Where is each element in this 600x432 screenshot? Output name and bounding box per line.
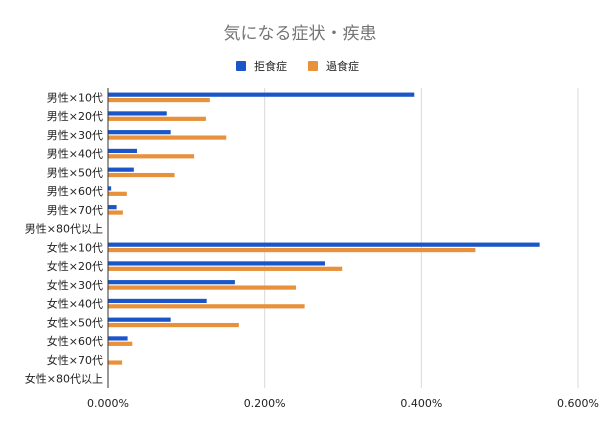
bar-series-2 — [108, 210, 123, 215]
chart-title: 気になる症状・疾患 — [224, 24, 377, 44]
x-tick-label: 0.200% — [244, 397, 286, 410]
category-label: 女性×80代以上 — [25, 372, 103, 386]
bar-series-2 — [108, 116, 206, 121]
x-tick-label: 0.400% — [400, 397, 442, 410]
bar-series-2 — [108, 172, 175, 178]
bar-series-1 — [108, 336, 128, 341]
category-label: 男性×20代 — [47, 109, 103, 123]
legend: 拒食症 過食症 — [236, 59, 359, 73]
legend-label-series-1: 拒食症 — [254, 59, 287, 73]
category-label: 男性×10代 — [47, 90, 103, 104]
bar-series-1 — [108, 205, 117, 210]
bar-series-2 — [108, 247, 476, 253]
x-tick-labels: 0.000% 0.200% 0.400% 0.600% — [87, 397, 599, 410]
category-labels: 男性×10代男性×20代男性×30代男性×40代男性×50代男性×60代男性×7… — [25, 90, 103, 385]
category-label: 女性×50代 — [47, 315, 103, 329]
category-label: 男性×60代 — [47, 184, 103, 198]
legend-label-series-2: 過食症 — [326, 59, 359, 73]
legend-swatch-series-2 — [308, 61, 318, 71]
bar-series-2 — [108, 97, 210, 103]
category-label: 男性×50代 — [47, 165, 103, 179]
bar-series-1 — [108, 167, 134, 172]
bar-series-1 — [108, 92, 415, 97]
bar-series-1 — [108, 111, 167, 116]
category-label: 男性×70代 — [47, 203, 103, 217]
legend-swatch-series-1 — [236, 61, 246, 71]
bar-series-1 — [108, 148, 137, 154]
bar-series-2 — [108, 304, 305, 309]
category-label: 女性×20代 — [47, 259, 103, 273]
category-label: 女性×30代 — [47, 278, 103, 292]
gridlines — [264, 88, 579, 388]
bar-series-2 — [108, 154, 195, 159]
bar-series-2 — [108, 191, 127, 196]
bar-series-1 — [108, 242, 540, 247]
category-label: 女性×40代 — [47, 297, 103, 311]
bar-series-1 — [108, 298, 207, 304]
category-label: 女性×60代 — [47, 334, 103, 348]
bar-series-1 — [108, 186, 112, 191]
x-tick-label: 0.000% — [87, 397, 129, 410]
category-label: 男性×80代以上 — [25, 222, 103, 236]
category-label: 女性×10代 — [47, 240, 103, 254]
bar-series-1 — [108, 280, 235, 285]
bar-series-1 — [108, 130, 171, 135]
category-label: 男性×30代 — [47, 128, 103, 142]
bar-series-2 — [108, 266, 343, 271]
bar-series-2 — [108, 135, 227, 140]
bar-series-2 — [108, 285, 296, 290]
bar-series-2 — [108, 341, 133, 346]
category-label: 男性×40代 — [47, 147, 103, 161]
bar-series-1 — [108, 261, 325, 266]
x-tick-label: 0.600% — [557, 397, 599, 410]
category-label: 女性×70代 — [47, 353, 103, 367]
bar-series-1 — [108, 317, 171, 322]
bar-series-2 — [108, 322, 239, 328]
bar-series-2 — [108, 360, 123, 365]
bars — [108, 92, 540, 365]
